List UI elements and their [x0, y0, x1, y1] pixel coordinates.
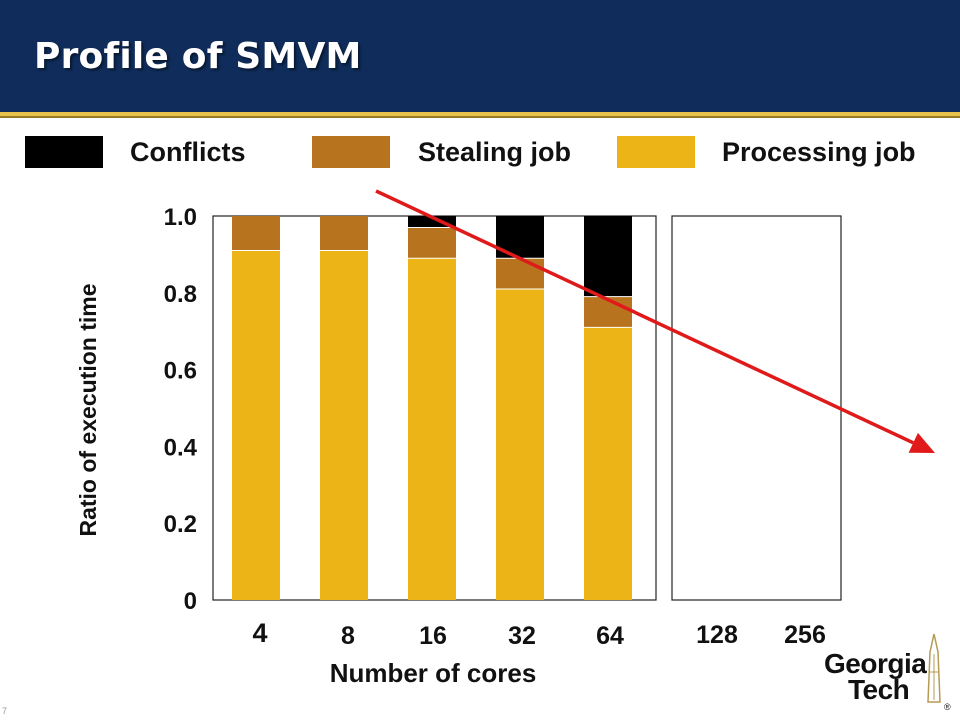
legend-label-conflicts: Conflicts — [130, 137, 246, 167]
x-tick-label: 8 — [341, 622, 355, 650]
bar-64-conflicts — [584, 216, 632, 297]
y-tick-label: 1.0 — [164, 204, 197, 231]
trend-arrow-shaft — [375, 189, 915, 445]
bar-8-processing-job — [320, 250, 368, 600]
legend-swatch-conflicts — [25, 136, 103, 168]
legend-label-processing-job: Processing job — [722, 137, 916, 167]
y-tick-label: 0.2 — [164, 511, 197, 538]
plot-frame-right — [671, 215, 842, 601]
logo-registered-mark: ® — [944, 702, 951, 712]
legend-swatch-processing-job — [617, 136, 695, 168]
x-tick-label: 32 — [508, 622, 536, 650]
y-tick-label: 0 — [184, 588, 197, 615]
legend-label-stealing-job: Stealing job — [418, 137, 572, 167]
bar-8-stealing-job — [320, 216, 368, 251]
slide-header — [0, 0, 960, 112]
x-tick-label: 64 — [596, 622, 624, 650]
y-axis-label: Ratio of execution time — [75, 283, 101, 536]
x-tick-label: 16 — [419, 622, 447, 650]
bar-16-processing-job — [408, 258, 456, 600]
x-tick-label: 4 — [252, 618, 267, 648]
y-tick-label: 0.6 — [164, 358, 197, 385]
x-axis-label: Number of cores — [330, 658, 537, 688]
y-tick-label: 0.8 — [164, 281, 197, 308]
bar-16-stealing-job — [408, 227, 456, 259]
logo-text-line2: Tech — [848, 674, 910, 705]
legend-swatch-stealing-job — [312, 136, 390, 168]
logo-text-line1: Georgia — [824, 648, 927, 679]
trend-arrow-head — [908, 432, 935, 453]
tech-tower-icon — [927, 633, 941, 703]
bar-32-processing-job — [496, 288, 544, 600]
bar-32-stealing-job — [496, 258, 544, 289]
georgia-tech-logo: Georgia Tech ® — [820, 632, 960, 718]
x-tick-label: 256 — [784, 621, 826, 649]
header-dark-gold-stripe — [0, 116, 960, 118]
slide-title: Profile of SMVM — [34, 36, 362, 77]
x-tick-label: 128 — [696, 621, 738, 649]
slide-number: 7 — [2, 706, 8, 716]
y-tick-label: 0.4 — [164, 434, 198, 461]
bar-64-stealing-job — [584, 296, 632, 328]
bar-64-processing-job — [584, 327, 632, 600]
bar-16-conflicts — [408, 216, 456, 228]
bar-4-processing-job — [232, 250, 280, 600]
bar-4-stealing-job — [232, 216, 280, 251]
header-gold-stripe — [0, 112, 960, 116]
trend-arrow — [375, 189, 935, 453]
